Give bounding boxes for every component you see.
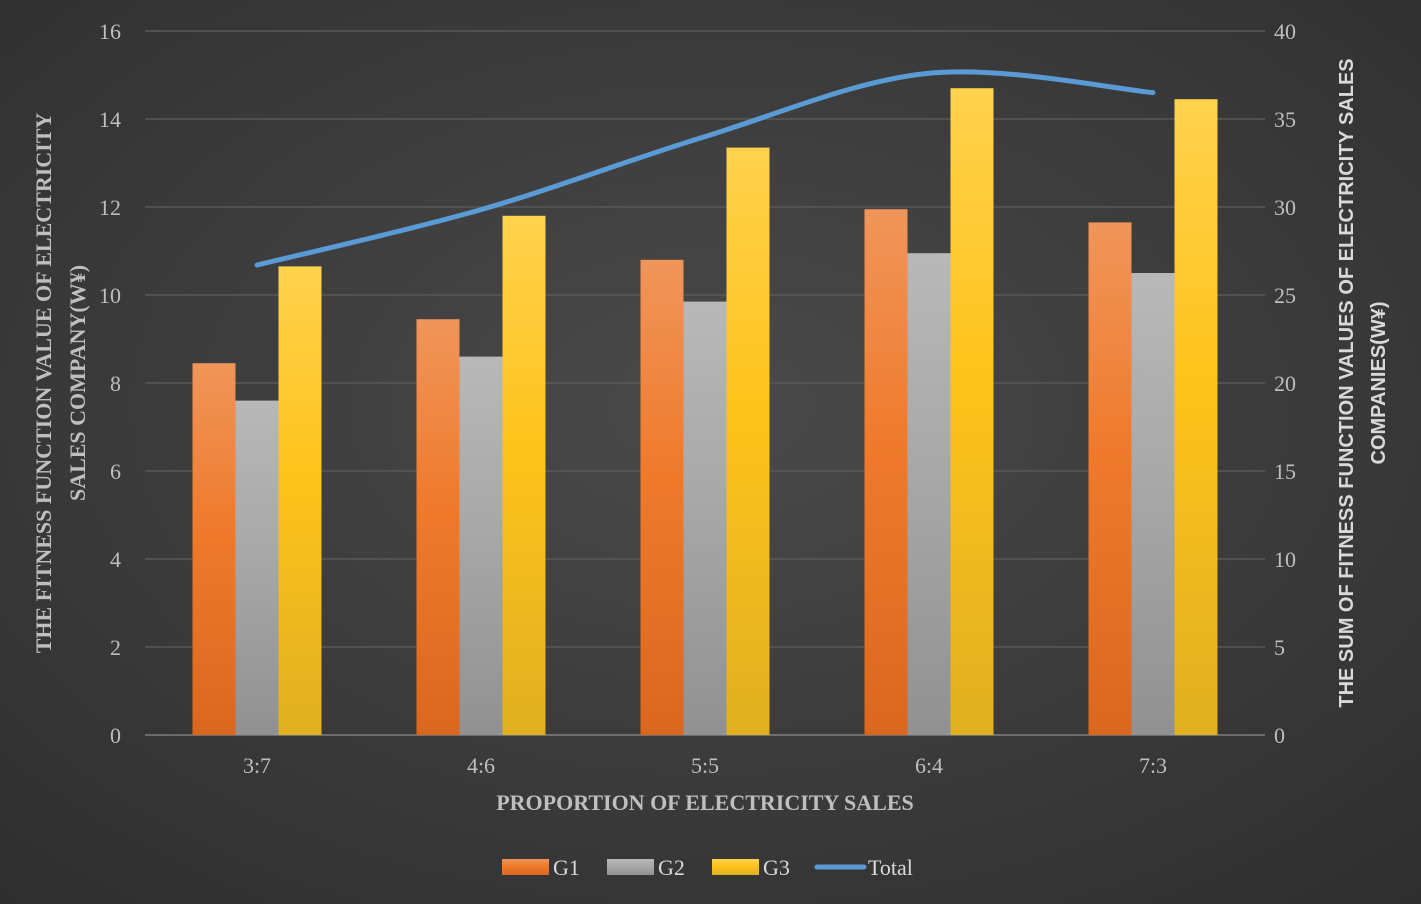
right-tick-label: 15 [1274,459,1296,484]
bar-g3 [502,215,546,736]
total-line-group [254,69,1156,268]
right-tick-label: 35 [1274,107,1296,132]
bar-g1 [640,259,684,735]
bar-g2 [235,400,279,735]
left-tick-label: 14 [99,107,121,132]
right-tick-label: 30 [1274,195,1296,220]
legend-swatch-g2 [607,859,654,875]
right-axis-title-line-2: COMPANIES(W¥) [1368,302,1390,465]
bar-g3 [726,147,770,736]
legend-label-total: Total [868,855,913,880]
bar-g2 [683,301,727,735]
right-tick-label: 5 [1274,635,1285,660]
right-tick-label: 10 [1274,547,1296,572]
bar-g1 [1088,222,1132,735]
bar-g1 [416,319,460,735]
left-axis-title-line-2: SALES COMPANY(W¥) [65,265,90,501]
left-tick-label: 2 [110,635,121,660]
left-axis-title-line-1: THE FITNESS FUNCTION VALUE OF ELECTRICIT… [31,113,56,654]
legend-label-g2: G2 [658,855,685,880]
bars [192,88,1218,736]
bar-g2 [459,356,503,735]
x-axis-title: PROPORTION OF ELECTRICITY SALES [496,790,914,815]
x-tick-label: 3:7 [243,753,271,778]
x-tick-label: 6:4 [915,753,943,778]
legend-label-g1: G1 [553,855,580,880]
legend: G1 G2 G3 Total [502,855,913,880]
left-axis-title: THE FITNESS FUNCTION VALUE OF ELECTRICIT… [31,113,90,654]
total-line [254,69,1156,268]
tick-labels: 0 2 4 6 8 10 12 14 16 0 5 10 15 20 25 30 35 40 3:7 4:6 5:5 6:… [99,19,1296,778]
right-tick-label: 20 [1274,371,1296,396]
right-axis-title-line-1: THE SUM OF FITNESS FUNCTION VALUES OF EL… [1336,58,1358,707]
right-tick-label: 25 [1274,283,1296,308]
bar-g1 [864,209,908,735]
right-axis-title: THE SUM OF FITNESS FUNCTION VALUES OF EL… [1336,58,1390,707]
legend-swatch-g1 [502,859,549,875]
left-tick-label: 0 [110,723,121,748]
left-tick-label: 6 [110,459,121,484]
x-tick-label: 7:3 [1139,753,1167,778]
legend-label-g3: G3 [763,855,790,880]
left-tick-label: 16 [99,19,121,44]
x-tick-label: 4:6 [467,753,495,778]
legend-swatch-g3 [712,859,759,875]
right-tick-label: 0 [1274,723,1285,748]
left-tick-label: 4 [110,547,121,572]
bar-g2 [1131,273,1175,735]
right-tick-label: 40 [1274,19,1296,44]
bar-g3 [950,88,994,735]
left-tick-label: 10 [99,283,121,308]
left-tick-label: 8 [110,371,121,396]
x-tick-label: 5:5 [691,753,719,778]
bar-g3 [1174,99,1218,735]
bar-g3 [278,266,322,735]
left-tick-label: 12 [99,195,121,220]
bar-g2 [907,253,951,735]
bar-g1 [192,363,236,735]
